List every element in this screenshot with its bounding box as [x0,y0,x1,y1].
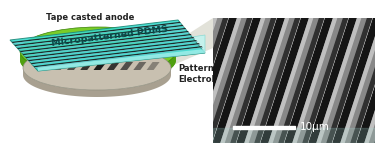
Polygon shape [12,22,181,43]
Polygon shape [245,18,300,143]
Polygon shape [17,28,186,49]
Polygon shape [31,43,200,64]
Polygon shape [357,18,378,143]
Polygon shape [183,18,228,143]
Polygon shape [341,18,378,143]
Text: Micropatterned PDMS: Micropatterned PDMS [51,24,169,48]
Polygon shape [148,18,213,76]
Polygon shape [351,18,378,143]
Polygon shape [23,34,192,55]
Polygon shape [317,18,361,143]
Polygon shape [13,23,181,44]
Polygon shape [34,46,203,67]
Polygon shape [213,18,262,143]
Polygon shape [189,18,238,143]
Polygon shape [29,41,198,62]
Ellipse shape [23,46,171,90]
Polygon shape [141,18,190,143]
Polygon shape [245,18,289,143]
Polygon shape [18,29,187,50]
Polygon shape [37,49,205,71]
Polygon shape [261,18,310,143]
Polygon shape [293,18,337,143]
Polygon shape [341,18,378,143]
Polygon shape [333,18,378,143]
Polygon shape [173,18,217,143]
Polygon shape [14,25,183,46]
Polygon shape [40,62,53,70]
Ellipse shape [20,36,176,84]
Polygon shape [221,18,276,143]
Text: Tape casted anode: Tape casted anode [46,13,134,22]
Polygon shape [237,18,286,143]
Polygon shape [20,51,176,84]
Polygon shape [35,47,203,68]
Polygon shape [149,18,204,143]
Bar [233,126,295,129]
Polygon shape [231,18,276,143]
Polygon shape [279,18,324,143]
Polygon shape [365,18,378,143]
Polygon shape [15,26,184,47]
Polygon shape [147,62,160,70]
Polygon shape [23,68,171,97]
Polygon shape [293,18,348,143]
Polygon shape [165,18,214,143]
Polygon shape [269,18,313,143]
Polygon shape [303,18,348,143]
Polygon shape [207,18,252,143]
Polygon shape [67,62,80,70]
Bar [213,128,375,143]
Polygon shape [32,44,201,65]
Polygon shape [80,62,93,70]
Ellipse shape [20,27,176,75]
Polygon shape [285,18,334,143]
Polygon shape [173,18,228,143]
Polygon shape [28,40,197,61]
Polygon shape [375,18,378,143]
Polygon shape [10,20,205,71]
Polygon shape [24,35,192,56]
Polygon shape [93,62,107,70]
Polygon shape [26,38,195,59]
Polygon shape [25,37,194,58]
Polygon shape [120,62,133,70]
Polygon shape [221,18,265,143]
Polygon shape [197,18,252,143]
Polygon shape [159,18,204,143]
Text: 10μm: 10μm [300,123,330,132]
Polygon shape [20,31,189,52]
Polygon shape [30,35,205,71]
Polygon shape [269,18,324,143]
Polygon shape [107,62,120,70]
Polygon shape [133,62,146,70]
Polygon shape [365,18,378,143]
Text: Patterned
Electrolyte: Patterned Electrolyte [178,64,230,84]
Polygon shape [327,18,372,143]
Polygon shape [309,18,358,143]
Polygon shape [21,32,190,53]
Polygon shape [255,18,300,143]
Polygon shape [149,18,193,143]
Polygon shape [317,18,372,143]
Polygon shape [54,62,67,70]
Polygon shape [197,18,241,143]
